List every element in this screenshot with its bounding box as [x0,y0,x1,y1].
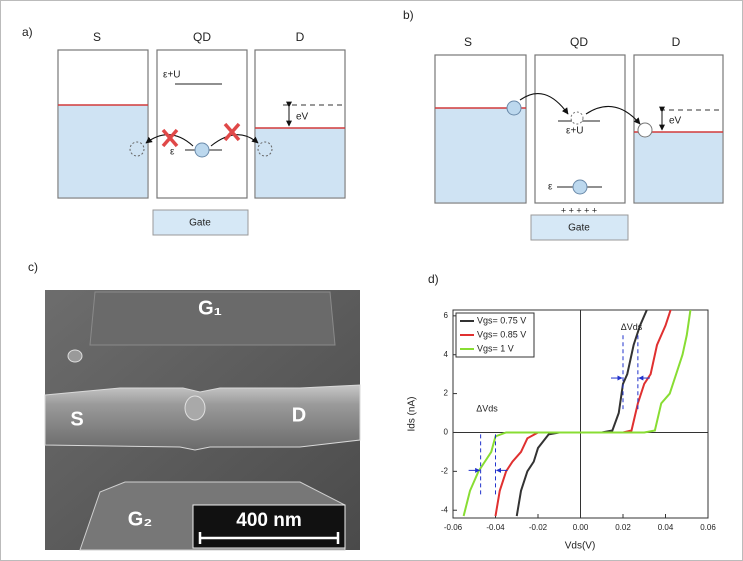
legend-label: Vgs= 0.75 V [477,315,526,325]
gate-label: Gate [189,218,211,229]
scale-bar-label: 400 nm [236,510,301,531]
x-tick-label: -0.06 [444,523,463,532]
drain-label: D [296,30,305,44]
annotation: ΔVds [476,404,498,414]
level-label: ε+U [163,70,181,81]
x-tick-label: 0.02 [615,523,631,532]
nanowire [45,385,360,450]
panel-a: a) S QD D ε+U ε eV Gate [22,25,345,235]
x-tick-label: 0.00 [573,523,589,532]
image-label: G₁ [198,297,222,319]
dot-label: QD [193,30,211,44]
dot-label: QD [570,35,588,49]
drain-label: D [672,35,681,49]
drain-sea [635,132,723,202]
drain-sea [256,128,345,197]
electron-site [638,123,652,137]
panel-label: a) [22,25,33,39]
source-sea [59,105,148,197]
electron [507,101,521,115]
y-tick-label: 2 [444,389,449,398]
panel-label: d) [428,272,439,286]
bias-label: eV [296,112,309,123]
level-label: ε [170,147,175,158]
electron-site [571,112,583,124]
annotation: ΔVds [621,322,643,332]
y-tick-label: 0 [444,428,449,437]
x-tick-label: -0.02 [529,523,548,532]
panel-c: c) G₁ S D G₂ 400 nm [28,260,360,550]
legend-label: Vgs= 0.85 V [477,329,526,339]
image-label: S [70,408,83,430]
y-tick-label: -2 [441,466,449,475]
x-tick-label: -0.04 [486,523,505,532]
legend-label: Vgs= 1 V [477,343,514,353]
panel-label: b) [403,8,414,22]
panel-d: d) Vds(V) Ids (nA) -0.06 -0.04 -0.02 0.00 0.… [407,272,717,551]
quantum-dot [185,396,205,420]
electron [195,143,209,157]
source-label: S [93,30,101,44]
panel-b: b) S QD D ε+U ε eV + + + + + Gate [403,8,723,240]
charges: + + + + + [561,205,597,215]
figure-canvas: a) S QD D ε+U ε eV Gate b) S QD D [0,0,743,561]
image-label: G₂ [128,508,152,530]
figure: a) S QD D ε+U ε eV Gate b) S QD D [0,0,743,561]
y-tick-label: -4 [441,505,449,514]
y-axis-label: Ids (nA) [407,396,418,431]
x-axis-label: Vds(V) [565,541,596,552]
x-tick-label: 0.06 [700,523,716,532]
particle [68,350,82,362]
y-tick-label: 4 [444,350,449,359]
x-tick-label: 0.04 [658,523,674,532]
bias-label: eV [669,116,682,127]
gate-label: Gate [568,223,590,234]
electron [573,180,587,194]
y-tick-label: 6 [444,311,449,320]
source-label: S [464,35,472,49]
source-sea [436,108,526,202]
level-label: ε [548,182,553,193]
panel-label: c) [28,260,38,274]
image-label: D [292,404,306,426]
level-label: ε+U [566,126,584,137]
